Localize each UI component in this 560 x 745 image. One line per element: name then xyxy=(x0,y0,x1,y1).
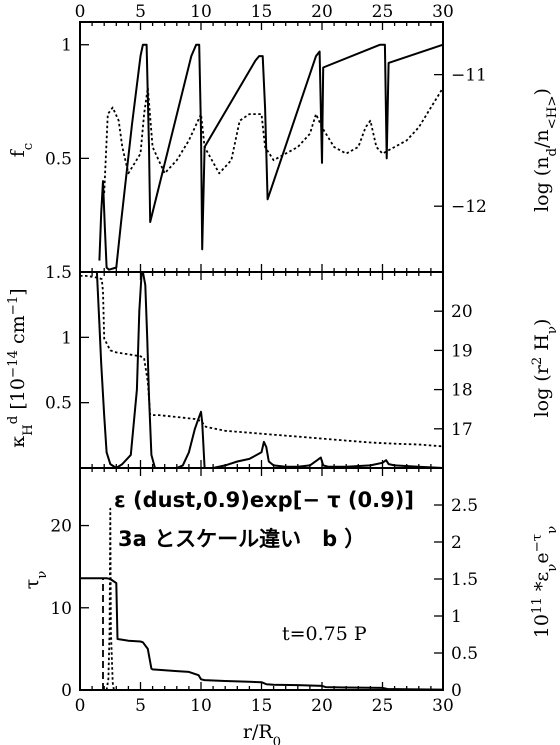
top-tick-label: 15 xyxy=(251,2,273,22)
y-axis-label-left: κHd [10−14 cm−1] xyxy=(6,288,36,447)
panel-2: 0.5 1 1.5 17 18 19 20 xyxy=(45,263,473,469)
annotation-line-1: ε (dust,0.9)exp[− τ (0.9)] xyxy=(114,488,414,512)
annotation-line-2: 3a とスケール違い b ） xyxy=(118,527,366,551)
y-tick-label-right: 1 xyxy=(451,607,462,627)
y-tick-label-left: 1 xyxy=(61,36,72,56)
series-line-dotted xyxy=(105,507,115,691)
y-tick-label-right: 2.5 xyxy=(451,496,478,516)
y-tick-label-left: 1.5 xyxy=(45,263,72,283)
x-axis-label: r/R0 xyxy=(243,721,281,745)
y-tick-label-right: 17 xyxy=(451,420,473,440)
y-tick-label-left: 1 xyxy=(61,328,72,348)
panel-1: 0.5 1 −11 −12 xyxy=(45,21,487,273)
x-tick-label: 30 xyxy=(432,696,454,716)
y-axis-label-right: 1011 *ενe−τν xyxy=(530,526,560,638)
y-axis-label-right: log (r2 Hν) xyxy=(530,319,560,418)
y-tick-label-left: 10 xyxy=(50,599,72,619)
y-tick-label-left: 0 xyxy=(61,681,72,701)
top-tick-label: 25 xyxy=(372,2,394,22)
panel-3: 0 10 20 0 0.5 1 1.5 2 2.5 xyxy=(50,467,478,701)
top-tick-label: 20 xyxy=(311,2,333,22)
top-tick-label: 30 xyxy=(432,2,454,22)
y-tick-label-right: 0 xyxy=(451,681,462,701)
x-tick-label: 0 xyxy=(75,696,86,716)
series-line-solid xyxy=(98,43,444,271)
y-tick-label-right: 19 xyxy=(451,341,473,361)
top-tick-label: 10 xyxy=(190,2,212,22)
y-tick-label-right: −12 xyxy=(451,197,487,217)
x-tick-label: 5 xyxy=(135,696,146,716)
y-tick-label-left: 20 xyxy=(50,517,72,537)
panel-frame xyxy=(79,21,444,273)
series-line-solid xyxy=(95,271,444,469)
y-tick-label-right: 20 xyxy=(451,302,473,322)
y-axis-label-right: log (nd/n<H>) xyxy=(531,88,560,212)
y-tick-label-right: 18 xyxy=(451,381,473,401)
top-tick-label: 0 xyxy=(75,2,86,22)
y-axis-label-left: fc xyxy=(7,143,36,158)
x-tick-label: 10 xyxy=(190,696,212,716)
time-annotation: t=0.75 P xyxy=(282,623,367,645)
y-tick-label-right: 2 xyxy=(451,533,462,553)
y-tick-label-left: 0.5 xyxy=(45,394,72,414)
y-tick-label-right: −11 xyxy=(451,66,487,86)
x-tick-label: 20 xyxy=(311,696,333,716)
y-tick-label-left: 0.5 xyxy=(45,149,72,169)
y-tick-label-right: 1.5 xyxy=(451,570,478,590)
panel-frame xyxy=(79,271,444,469)
x-tick-label: 15 xyxy=(251,696,273,716)
x-tick-label: 25 xyxy=(372,696,394,716)
y-tick-label-right: 0.5 xyxy=(451,644,478,664)
series-line-solid xyxy=(80,577,444,691)
series-line-dotted xyxy=(103,86,444,194)
y-axis-label-left: τν xyxy=(21,571,50,590)
top-tick-label: 5 xyxy=(135,2,146,22)
series-line-dotted xyxy=(80,274,444,448)
